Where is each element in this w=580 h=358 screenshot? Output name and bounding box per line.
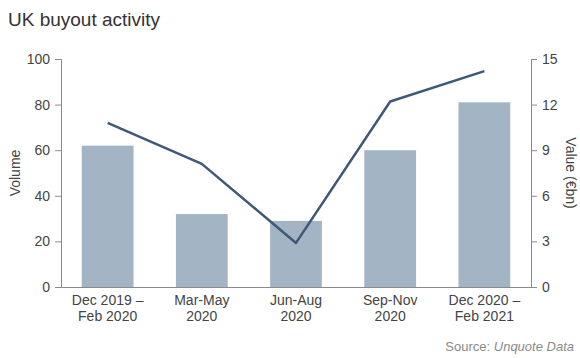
tick-label: 9 <box>542 142 550 158</box>
tick-label-line: Feb 2020 <box>78 308 137 324</box>
title: UK buyout activity <box>8 9 161 30</box>
tick-label: Jun-Aug2020 <box>270 292 322 324</box>
axis-line <box>532 60 538 288</box>
tick-label-line: Feb 2021 <box>455 308 514 324</box>
tick: Jun-Aug2020 <box>270 287 322 324</box>
y-axis-title: Volume <box>7 149 23 196</box>
tick: 60 <box>34 142 61 158</box>
y2-axis-title: Value (€bn) <box>563 137 579 208</box>
y-axis: 0 20 40 60 80 100 <box>27 51 62 295</box>
tick-label: 0 <box>42 279 50 295</box>
tick: 15 <box>531 51 558 67</box>
tick-mark <box>55 150 61 151</box>
tick: 0 <box>531 279 550 295</box>
tick: 100 <box>27 51 61 67</box>
tick-label: 100 <box>27 51 51 67</box>
tick-label-line: Dec 2020 – <box>449 292 521 308</box>
tick: 12 <box>531 97 558 113</box>
x-axis: Dec 2019 –Feb 2020Mar-May2020Jun-Aug2020… <box>62 287 532 324</box>
tick-label: 12 <box>542 97 558 113</box>
tick-label-line: Jun-Aug <box>270 292 322 308</box>
tick-mark <box>531 105 537 106</box>
tick-label: 15 <box>542 51 558 67</box>
chart: UK buyout activity 0 20 40 60 80 100 0 3 6 9 12 15 De… <box>0 0 580 358</box>
tick-label-line: Dec 2019 – <box>72 292 144 308</box>
tick-label: 3 <box>542 233 550 249</box>
y2-axis: 0 3 6 9 12 15 <box>531 51 558 295</box>
bar <box>82 146 134 287</box>
tick: Dec 2020 –Feb 2021 <box>449 287 521 324</box>
tick: 40 <box>34 188 61 204</box>
tick-mark <box>531 150 537 151</box>
tick-label-line: Mar-May <box>174 292 229 308</box>
tick: 0 <box>42 279 61 295</box>
tick-label-line: 2020 <box>280 308 311 324</box>
tick-label: 0 <box>542 279 550 295</box>
tick-label: Mar-May2020 <box>174 292 229 324</box>
source: Source: Unquote Data <box>445 339 574 354</box>
tick: Dec 2019 –Feb 2020 <box>72 287 144 324</box>
bar <box>176 214 228 287</box>
tick-mark <box>531 287 537 288</box>
tick-label: 20 <box>34 233 50 249</box>
tick-label: 40 <box>34 188 50 204</box>
axis-line <box>55 60 62 288</box>
tick-label: Sep-Nov2020 <box>363 292 417 324</box>
line <box>108 71 485 243</box>
tick-mark <box>55 105 61 106</box>
tick-label-line: Sep-Nov <box>363 292 417 308</box>
tick-label-line: 2020 <box>186 308 217 324</box>
tick: Mar-May2020 <box>174 287 229 324</box>
tick-label: 6 <box>542 188 550 204</box>
tick-label: Dec 2019 –Feb 2020 <box>72 292 144 324</box>
tick: 20 <box>34 233 61 249</box>
tick-mark <box>531 196 537 197</box>
axis-line <box>62 287 532 288</box>
tick-mark <box>531 59 537 60</box>
bar <box>270 221 322 287</box>
tick-mark <box>531 241 537 242</box>
tick-mark <box>55 241 61 242</box>
tick-mark <box>55 196 61 197</box>
marks <box>82 71 511 287</box>
tick: 6 <box>531 188 550 204</box>
tick: 9 <box>531 142 550 158</box>
tick-mark <box>55 287 61 288</box>
tick-label: 80 <box>34 97 50 113</box>
tick-mark <box>55 59 61 60</box>
plot: 0 20 40 60 80 100 0 3 6 9 12 15 Dec 2019 –Feb 2020 Ma… <box>27 51 558 324</box>
tick-label-line: 2020 <box>375 308 406 324</box>
tick: 80 <box>34 97 61 113</box>
tick-label: Dec 2020 –Feb 2021 <box>449 292 521 324</box>
tick: Sep-Nov2020 <box>363 287 417 324</box>
tick: 3 <box>531 233 550 249</box>
bar <box>458 102 510 287</box>
bar <box>364 150 416 287</box>
tick-label: 60 <box>34 142 50 158</box>
